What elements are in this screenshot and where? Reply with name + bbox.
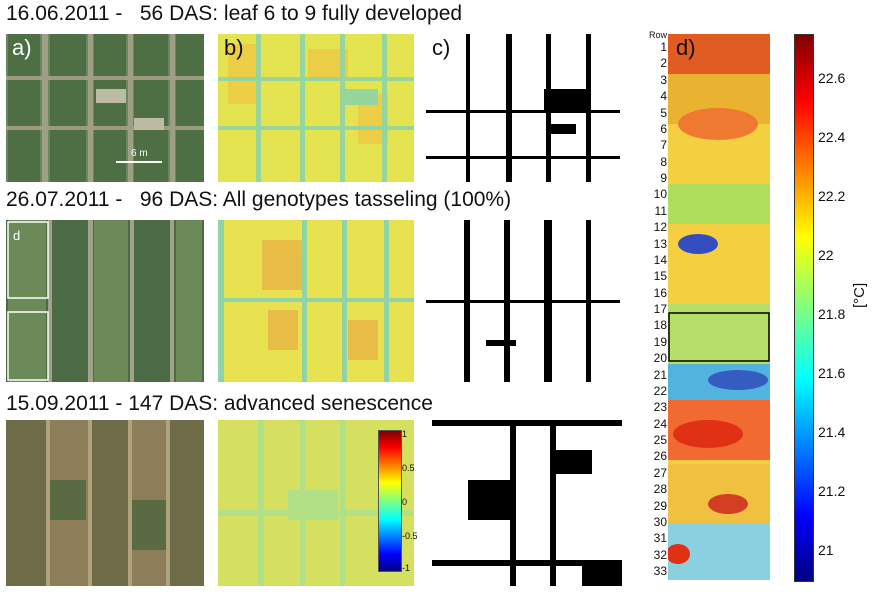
row-number: 27 (653, 465, 667, 480)
row-number: 26 (653, 449, 667, 464)
colorbar-tick-label: 21 (818, 542, 834, 559)
colorbar-tick-label: 21.8 (818, 306, 846, 323)
temperature-colorbar (794, 34, 814, 582)
row-number: 3 (660, 72, 667, 87)
row-number: 16 (653, 285, 667, 300)
row-number: 1 (660, 40, 667, 54)
ndvi-image-row1: b) (218, 34, 414, 182)
colorbar-tick-label: 21.6 (818, 365, 846, 382)
temperature-unit: [°C] (851, 282, 868, 308)
row-number: 23 (653, 400, 667, 415)
colorbar-tick-label: 22 (818, 247, 834, 264)
row2-title: 26.07.2011 - 96 DAS: All genotypes tasse… (6, 188, 512, 211)
row-number: 29 (653, 498, 667, 513)
ndvi-tick-neghalf: -0.5 (402, 531, 418, 541)
rgb-image-row1: 6 m a) (6, 34, 204, 182)
row-number: 30 (653, 514, 667, 529)
ndvi-tick-min: -1 (402, 563, 411, 573)
row-number: 17 (653, 302, 667, 316)
binary-image-row3 (432, 420, 622, 586)
row-number: 12 (653, 220, 667, 235)
row-number: 14 (653, 252, 667, 267)
panel-label-d: d) (676, 35, 696, 60)
ndvi-image-row2 (218, 220, 414, 382)
row-number: 21 (653, 367, 667, 382)
panel-label-b: b) (224, 35, 244, 60)
row-number: 13 (653, 236, 667, 251)
row-number: 8 (660, 154, 667, 169)
row1-title: 16.06.2011 - 56 DAS: leaf 6 to 9 fully d… (6, 2, 463, 25)
row-header: Row (648, 30, 667, 40)
row-number: 2 (660, 56, 667, 71)
row-number: 10 (653, 187, 667, 202)
colorbar-tick-label: 22.2 (818, 188, 846, 205)
row-number: 31 (653, 531, 667, 546)
row-number: 4 (660, 89, 667, 104)
scale-bar-label: 6 m (131, 148, 148, 159)
panel-label-a: a) (12, 35, 32, 60)
row-number: 11 (654, 203, 667, 218)
row-number: 19 (653, 334, 667, 349)
row-number: 33 (653, 564, 667, 579)
ndvi-colorbar (378, 430, 402, 572)
row-number: 9 (660, 171, 667, 185)
binary-image-row2 (426, 220, 620, 382)
row-number: 5 (660, 105, 667, 120)
colorbar-tick-label: 21.2 (818, 483, 846, 500)
panel-label-c: c) (432, 35, 451, 60)
thermal-map: d) (668, 34, 770, 580)
binary-image-row1: c) (426, 34, 620, 182)
rgb-image-row3 (6, 420, 204, 586)
ndvi-tick-zero: 0 (402, 497, 408, 507)
row-number: 25 (653, 433, 667, 447)
colorbar-tick-label: 21.4 (818, 424, 846, 441)
row-number: 22 (653, 383, 667, 398)
ndvi-tick-max: 1 (402, 429, 408, 439)
row-number: 15 (653, 269, 667, 284)
row-number: 7 (660, 138, 667, 153)
row-number: 32 (653, 547, 667, 562)
row-number: 6 (660, 121, 667, 136)
row-number: 24 (653, 416, 667, 431)
colorbar-tick-label: 22.6 (818, 70, 846, 87)
row3-title: 15.09.2011 - 147 DAS: advanced senescenc… (6, 392, 433, 415)
ndvi-tick-half: 0.5 (402, 463, 415, 473)
subset-label: d (13, 228, 21, 243)
colorbar-tick-label: 22.4 (818, 129, 846, 146)
rgb-image-row2: d (6, 220, 204, 382)
row-number: 18 (653, 318, 667, 333)
row-number: 28 (653, 482, 667, 497)
row-number: 20 (653, 351, 667, 366)
